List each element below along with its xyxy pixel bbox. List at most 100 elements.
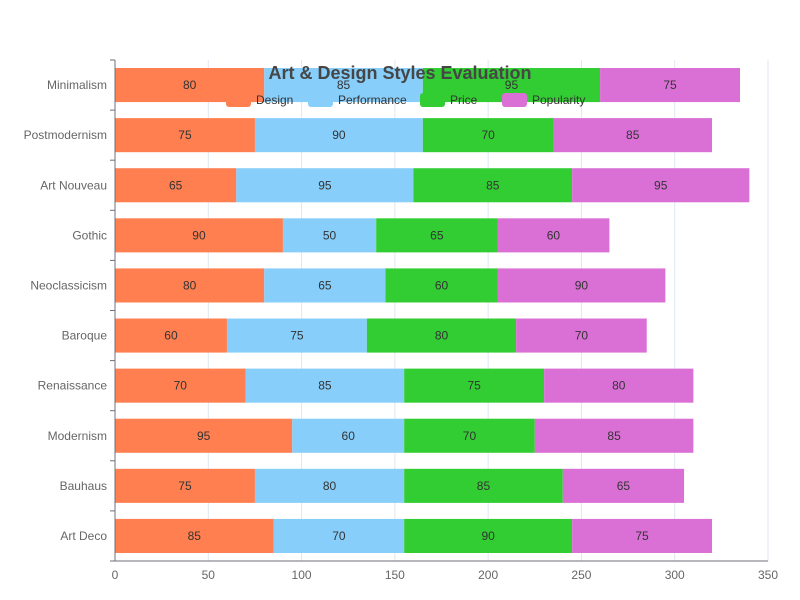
legend-item-price[interactable]: Price <box>420 93 478 107</box>
y-category-label: Minimalism <box>47 78 107 92</box>
y-category-label: Art Nouveau <box>40 178 107 192</box>
bar-segment-price[interactable] <box>404 418 535 453</box>
bar-value-label: 95 <box>197 429 211 443</box>
bar-value-label: 70 <box>575 329 589 343</box>
x-tick-label: 150 <box>385 568 405 582</box>
bar-segment-price[interactable] <box>422 118 554 153</box>
bar-value-label: 65 <box>617 479 631 493</box>
x-tick-label: 350 <box>758 568 778 582</box>
y-category-label: Neoclassicism <box>30 278 107 292</box>
bar-segment-price[interactable] <box>366 318 517 353</box>
bar-value-label: 60 <box>164 329 178 343</box>
bar-value-label: 70 <box>463 429 477 443</box>
bar-segment-performance[interactable] <box>264 268 386 303</box>
bar-value-label: 80 <box>323 479 337 493</box>
bar-value-label: 50 <box>323 228 337 242</box>
bar-segment-design[interactable] <box>115 318 227 353</box>
bar-segment-price[interactable] <box>404 518 573 553</box>
bar-segment-performance[interactable] <box>282 218 377 253</box>
bar-segment-design[interactable] <box>115 518 274 553</box>
bar-segment-popularity[interactable] <box>544 368 694 403</box>
bar-value-label: 60 <box>342 429 356 443</box>
bar-value-label: 85 <box>188 529 202 543</box>
y-category-label: Baroque <box>62 329 108 343</box>
bar-segment-price[interactable] <box>376 218 498 253</box>
bar-segment-performance[interactable] <box>254 118 423 153</box>
bar-segment-price[interactable] <box>413 168 573 203</box>
legend-label: Performance <box>338 93 407 107</box>
bar-value-label: 75 <box>635 529 649 543</box>
bar-segment-popularity[interactable] <box>497 268 666 303</box>
bar-value-label: 90 <box>332 128 346 142</box>
bar-segment-popularity[interactable] <box>600 68 741 103</box>
bar-segment-design[interactable] <box>115 118 255 153</box>
bar-value-label: 80 <box>612 379 626 393</box>
bar-segment-price[interactable] <box>404 468 563 503</box>
x-tick-label: 200 <box>478 568 498 582</box>
bar-segment-popularity[interactable] <box>572 168 750 203</box>
bar-value-label: 85 <box>337 78 351 92</box>
legend-item-popularity[interactable]: Popularity <box>502 93 585 107</box>
chart-title: Art & Design Styles Evaluation <box>268 63 531 83</box>
bar-value-label: 70 <box>332 529 346 543</box>
bar-value-label: 95 <box>318 178 332 192</box>
bar-value-label: 85 <box>318 379 332 393</box>
y-category-label: Art Deco <box>60 529 107 543</box>
bar-value-label: 80 <box>183 278 197 292</box>
bar-segment-design[interactable] <box>115 168 237 203</box>
bar-segment-performance[interactable] <box>254 468 405 503</box>
y-category-label: Renaissance <box>38 379 108 393</box>
bar-segment-performance[interactable] <box>264 68 423 103</box>
bar-segment-design[interactable] <box>115 218 283 253</box>
bar-value-label: 90 <box>192 228 206 242</box>
bar-value-label: 85 <box>607 429 621 443</box>
bar-segment-design[interactable] <box>115 268 265 303</box>
bar-value-label: 85 <box>486 178 500 192</box>
bar-value-label: 85 <box>626 128 640 142</box>
bar-segment-design[interactable] <box>115 368 246 403</box>
bar-segment-popularity[interactable] <box>562 468 685 503</box>
legend-item-performance[interactable]: Performance <box>308 93 407 107</box>
bar-segment-popularity[interactable] <box>553 118 713 153</box>
bar-value-label: 95 <box>505 78 519 92</box>
x-tick-label: 100 <box>292 568 312 582</box>
y-category-label: Postmodernism <box>24 128 107 142</box>
y-category-label: Gothic <box>72 228 107 242</box>
bar-segment-performance[interactable] <box>245 368 405 403</box>
legend-swatch <box>420 93 445 107</box>
legend: Design Performance Price Popularity <box>226 93 585 107</box>
bar-value-label: 80 <box>183 78 197 92</box>
bar-value-label: 75 <box>178 128 192 142</box>
legend-item-design[interactable]: Design <box>226 93 293 107</box>
bar-segment-design[interactable] <box>115 418 293 453</box>
bar-value-label: 75 <box>290 329 304 343</box>
bar-segment-price[interactable] <box>404 368 545 403</box>
bar-segment-performance[interactable] <box>226 318 367 353</box>
bar-segment-price[interactable] <box>385 268 498 303</box>
bar-value-label: 75 <box>663 78 677 92</box>
bar-segment-popularity[interactable] <box>516 318 647 353</box>
x-tick-label: 50 <box>202 568 216 582</box>
legend-label: Price <box>450 93 478 107</box>
bar-value-label: 65 <box>430 228 444 242</box>
bar-value-label: 95 <box>654 178 668 192</box>
axes: 0 50 100 150 200 250 300 350 Art Deco Bauhaus Mode… <box>24 59 778 582</box>
legend-swatch <box>226 93 251 107</box>
bar-segment-performance[interactable] <box>292 418 405 453</box>
bar-segment-popularity[interactable] <box>572 518 713 553</box>
bar-value-label: 75 <box>467 379 481 393</box>
x-tick-label: 0 <box>112 568 119 582</box>
bar-segment-popularity[interactable] <box>497 218 610 253</box>
y-category-label: Bauhaus <box>60 479 107 493</box>
legend-label: Popularity <box>532 93 585 107</box>
bar-segment-performance[interactable] <box>236 168 414 203</box>
bar-segment-design[interactable] <box>115 468 255 503</box>
bar-value-label: 75 <box>178 479 192 493</box>
bar-value-label: 60 <box>547 228 561 242</box>
bar-segment-popularity[interactable] <box>534 418 694 453</box>
y-category-label: Modernism <box>48 429 107 443</box>
bar-segment-performance[interactable] <box>273 518 405 553</box>
bar-value-label: 90 <box>481 529 495 543</box>
legend-swatch <box>308 93 333 107</box>
